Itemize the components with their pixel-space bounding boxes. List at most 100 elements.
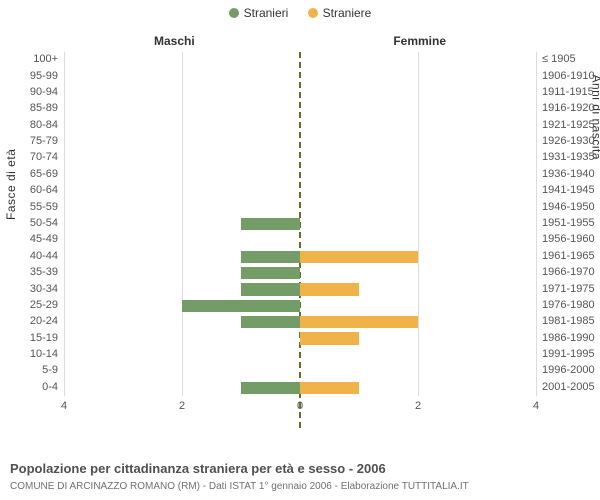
caption-source: COMUNE DI ARCINAZZO ROMANO (RM) - Dati I…: [10, 481, 469, 492]
y-label-birth: 1936-1940: [542, 168, 595, 180]
pyramid-row: [64, 85, 536, 101]
y-label-age: 55-59: [0, 201, 58, 213]
y-label-birth: 1976-1980: [542, 299, 595, 311]
y-label-age: 85-89: [0, 102, 58, 114]
pyramid-row: [64, 314, 536, 330]
male-half: [64, 150, 300, 166]
male-half: [64, 265, 300, 281]
pyramid-row: [64, 330, 536, 346]
female-half: [300, 281, 536, 297]
pyramid-row: [64, 380, 536, 396]
legend-swatch-female: [308, 8, 318, 18]
pyramid-row: [64, 167, 536, 183]
y-label-age: 45-49: [0, 233, 58, 245]
y-label-birth: 1926-1930: [542, 135, 595, 147]
y-label-age: 30-34: [0, 283, 58, 295]
female-half: [300, 52, 536, 68]
y-label-birth: 1911-1915: [542, 86, 594, 98]
male-half: [64, 216, 300, 232]
pyramid-chart: Maschi Femmine 42024: [64, 30, 536, 428]
y-label-age: 100+: [0, 53, 58, 65]
pyramid-row: [64, 281, 536, 297]
legend-item-female: Straniere: [308, 6, 372, 20]
legend: Stranieri Straniere: [0, 0, 600, 21]
y-label-age: 50-54: [0, 217, 58, 229]
header-female: Femmine: [393, 34, 446, 48]
y-label-age: 15-19: [0, 332, 58, 344]
y-label-birth: 1966-1970: [542, 266, 595, 278]
male-bar: [241, 316, 300, 328]
male-bar: [241, 283, 300, 295]
female-half: [300, 314, 536, 330]
header-male: Maschi: [154, 34, 195, 48]
female-bar: [300, 283, 359, 295]
male-bar: [241, 267, 300, 279]
pyramid-row: [64, 363, 536, 379]
y-label-age: 10-14: [0, 348, 58, 360]
y-label-age: 35-39: [0, 266, 58, 278]
male-half: [64, 363, 300, 379]
plot-area: 42024: [64, 52, 536, 428]
y-label-birth: 1956-1960: [542, 233, 595, 245]
female-half: [300, 85, 536, 101]
pyramid-row: [64, 249, 536, 265]
pyramid-row: [64, 134, 536, 150]
pyramid-row: [64, 68, 536, 84]
y-label-birth: 1941-1945: [542, 184, 595, 196]
pyramid-row: [64, 118, 536, 134]
female-half: [300, 363, 536, 379]
legend-item-male: Stranieri: [229, 6, 289, 20]
x-tick-label: 2: [179, 400, 185, 412]
female-half: [300, 183, 536, 199]
male-half: [64, 199, 300, 215]
female-half: [300, 118, 536, 134]
male-half: [64, 380, 300, 396]
female-half: [300, 298, 536, 314]
male-half: [64, 183, 300, 199]
y-label-age: 25-29: [0, 299, 58, 311]
pyramid-row: [64, 216, 536, 232]
y-label-birth: 1996-2000: [542, 364, 595, 376]
legend-swatch-male: [229, 8, 239, 18]
y-label-birth: 1916-1920: [542, 102, 595, 114]
female-half: [300, 199, 536, 215]
female-half: [300, 150, 536, 166]
female-half: [300, 347, 536, 363]
y-label-age: 60-64: [0, 184, 58, 196]
x-tick-label: 2: [415, 400, 421, 412]
y-label-age: 80-84: [0, 119, 58, 131]
y-label-age: 95-99: [0, 70, 58, 82]
female-half: [300, 330, 536, 346]
female-bar: [300, 316, 418, 328]
y-label-age: 90-94: [0, 86, 58, 98]
y-label-age: 65-69: [0, 168, 58, 180]
female-half: [300, 68, 536, 84]
male-half: [64, 52, 300, 68]
pyramid-row: [64, 232, 536, 248]
x-tick-label: 0: [297, 400, 303, 412]
female-bar: [300, 382, 359, 394]
male-half: [64, 68, 300, 84]
y-label-birth: 1921-1925: [542, 119, 595, 131]
female-half: [300, 380, 536, 396]
female-half: [300, 216, 536, 232]
male-bar: [241, 382, 300, 394]
gridline: [536, 52, 537, 396]
pyramid-row: [64, 183, 536, 199]
y-label-birth: 1991-1995: [542, 348, 595, 360]
y-label-birth: 1971-1975: [542, 283, 595, 295]
female-half: [300, 101, 536, 117]
pyramid-row: [64, 265, 536, 281]
pyramid-row: [64, 150, 536, 166]
caption-title: Popolazione per cittadinanza straniera p…: [10, 461, 386, 476]
x-tick-label: 4: [533, 400, 539, 412]
male-half: [64, 249, 300, 265]
pyramid-row: [64, 199, 536, 215]
pyramid-row: [64, 101, 536, 117]
y-label-age: 20-24: [0, 315, 58, 327]
male-half: [64, 330, 300, 346]
male-bar: [182, 300, 300, 312]
male-half: [64, 281, 300, 297]
y-label-birth: 1946-1950: [542, 201, 595, 213]
y-label-birth: 1986-1990: [542, 332, 595, 344]
